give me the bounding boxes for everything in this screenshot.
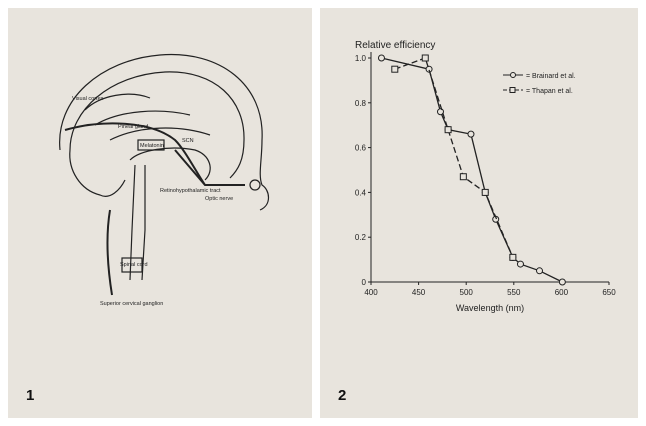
chart-title: Relative efficiency [355,40,435,51]
diagram-label: Pineal gland [118,124,148,130]
diagram-label: Superior cervical ganglion [100,301,163,307]
x-tick-label: 500 [460,288,474,297]
data-point [468,131,474,137]
diagram-label: Retinohypothalamic tract [160,188,221,194]
legend-label: = Brainard et al. [526,73,576,80]
data-point [559,279,565,285]
x-tick-label: 650 [602,288,616,297]
y-tick-label: 0.2 [355,233,367,242]
x-tick-label: 600 [555,288,569,297]
panel-label: 2 [338,387,346,404]
diagram-label: Visual cortex [72,96,104,102]
data-point [460,174,466,180]
diagram-label: Optic nerve [205,196,233,202]
y-tick-label: 0 [362,278,367,287]
x-tick-label: 550 [507,288,521,297]
y-tick-label: 1.0 [355,54,367,63]
diagram-label: Melatonin [140,143,164,149]
data-point [422,55,428,61]
data-point [378,55,384,61]
data-point [517,261,523,267]
figure: 1 2 Visual cortex Pineal gland Melatonin… [0,0,646,421]
y-tick-label: 0.4 [355,188,367,197]
legend-label: = Thapan et al. [526,88,573,95]
y-tick-label: 0.6 [355,144,367,153]
x-axis-label: Wavelength (nm) [456,303,524,313]
data-point [482,189,488,195]
data-point [392,66,398,72]
legend-marker [511,73,516,78]
diagram-label: SCN [182,138,194,144]
diagram-label: Spinal cord [120,262,148,268]
data-point [510,254,516,260]
data-point [445,127,451,133]
legend-marker [510,88,515,93]
panel-label: 1 [26,387,34,404]
x-tick-label: 400 [364,288,378,297]
panel-background [320,8,638,418]
panel-background [8,8,312,418]
x-tick-label: 450 [412,288,426,297]
page: {"panels": [ {"label": "1", "labels": ["… [0,0,646,421]
data-point [537,268,543,274]
y-tick-label: 0.8 [355,99,367,108]
